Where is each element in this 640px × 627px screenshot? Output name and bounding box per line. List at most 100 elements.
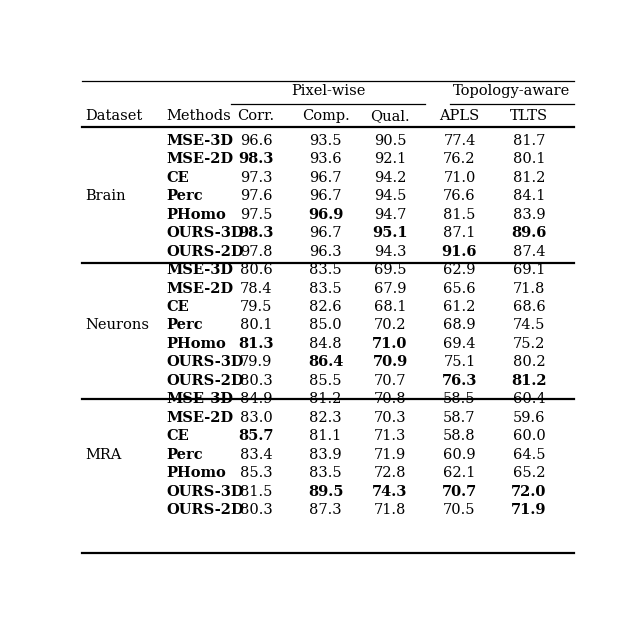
Text: 87.4: 87.4 [513, 245, 545, 258]
Text: 91.6: 91.6 [442, 245, 477, 258]
Text: MRA: MRA [85, 448, 122, 462]
Text: 81.2: 81.2 [513, 171, 545, 184]
Text: 71.9: 71.9 [374, 448, 406, 462]
Text: Brain: Brain [85, 189, 125, 203]
Text: 81.2: 81.2 [309, 393, 342, 406]
Text: 97.6: 97.6 [240, 189, 273, 203]
Text: OURS-2D: OURS-2D [167, 374, 244, 388]
Text: 80.2: 80.2 [513, 356, 545, 369]
Text: 87.1: 87.1 [444, 226, 476, 240]
Text: 71.9: 71.9 [511, 503, 547, 517]
Text: 85.0: 85.0 [309, 319, 342, 332]
Text: MSE-2D: MSE-2D [167, 411, 234, 425]
Text: 83.9: 83.9 [513, 208, 545, 221]
Text: 60.9: 60.9 [443, 448, 476, 462]
Text: 83.5: 83.5 [309, 466, 342, 480]
Text: 97.5: 97.5 [240, 208, 272, 221]
Text: 69.4: 69.4 [443, 337, 476, 351]
Text: 84.8: 84.8 [309, 337, 342, 351]
Text: 94.5: 94.5 [374, 189, 406, 203]
Text: 96.7: 96.7 [309, 226, 342, 240]
Text: Comp.: Comp. [301, 109, 349, 123]
Text: 94.7: 94.7 [374, 208, 406, 221]
Text: 76.2: 76.2 [443, 152, 476, 166]
Text: 85.7: 85.7 [238, 429, 274, 443]
Text: 70.3: 70.3 [374, 411, 406, 425]
Text: 93.6: 93.6 [309, 152, 342, 166]
Text: 80.1: 80.1 [240, 319, 273, 332]
Text: MSE-3D: MSE-3D [167, 263, 234, 277]
Text: 71.8: 71.8 [513, 282, 545, 295]
Text: 70.2: 70.2 [374, 319, 406, 332]
Text: 83.0: 83.0 [240, 411, 273, 425]
Text: 85.5: 85.5 [309, 374, 342, 388]
Text: 87.3: 87.3 [309, 503, 342, 517]
Text: 81.1: 81.1 [309, 429, 342, 443]
Text: 61.2: 61.2 [444, 300, 476, 314]
Text: 71.8: 71.8 [374, 503, 406, 517]
Text: 84.1: 84.1 [513, 189, 545, 203]
Text: OURS-3D: OURS-3D [167, 485, 244, 499]
Text: Neurons: Neurons [85, 319, 149, 332]
Text: OURS-2D: OURS-2D [167, 503, 244, 517]
Text: 86.4: 86.4 [308, 356, 343, 369]
Text: 81.5: 81.5 [444, 208, 476, 221]
Text: 58.5: 58.5 [443, 393, 476, 406]
Text: 81.3: 81.3 [238, 337, 274, 351]
Text: 81.2: 81.2 [511, 374, 547, 388]
Text: 58.8: 58.8 [443, 429, 476, 443]
Text: 69.5: 69.5 [374, 263, 406, 277]
Text: 94.3: 94.3 [374, 245, 406, 258]
Text: MSE-3D: MSE-3D [167, 393, 234, 406]
Text: Qual.: Qual. [370, 109, 410, 123]
Text: 82.3: 82.3 [309, 411, 342, 425]
Text: 80.3: 80.3 [240, 503, 273, 517]
Text: 95.1: 95.1 [372, 226, 408, 240]
Text: 98.3: 98.3 [238, 152, 274, 166]
Text: 93.5: 93.5 [309, 134, 342, 148]
Text: 70.7: 70.7 [374, 374, 406, 388]
Text: Corr.: Corr. [237, 109, 275, 123]
Text: 83.5: 83.5 [309, 263, 342, 277]
Text: Perc: Perc [167, 319, 204, 332]
Text: PHomo: PHomo [167, 337, 227, 351]
Text: OURS-3D: OURS-3D [167, 356, 244, 369]
Text: 94.2: 94.2 [374, 171, 406, 184]
Text: 85.3: 85.3 [240, 466, 273, 480]
Text: 71.0: 71.0 [444, 171, 476, 184]
Text: 71.3: 71.3 [374, 429, 406, 443]
Text: 80.3: 80.3 [240, 374, 273, 388]
Text: 96.3: 96.3 [309, 245, 342, 258]
Text: 78.4: 78.4 [240, 282, 273, 295]
Text: 80.6: 80.6 [240, 263, 273, 277]
Text: 74.3: 74.3 [372, 485, 408, 499]
Text: 96.6: 96.6 [240, 134, 273, 148]
Text: 89.5: 89.5 [308, 485, 343, 499]
Text: Topology-aware: Topology-aware [453, 85, 570, 98]
Text: 65.2: 65.2 [513, 466, 545, 480]
Text: 69.1: 69.1 [513, 263, 545, 277]
Text: 71.0: 71.0 [372, 337, 408, 351]
Text: 90.5: 90.5 [374, 134, 406, 148]
Text: 83.9: 83.9 [309, 448, 342, 462]
Text: 97.8: 97.8 [240, 245, 273, 258]
Text: 70.9: 70.9 [372, 356, 408, 369]
Text: 68.6: 68.6 [513, 300, 545, 314]
Text: 79.5: 79.5 [240, 300, 272, 314]
Text: 60.0: 60.0 [513, 429, 545, 443]
Text: 68.9: 68.9 [443, 319, 476, 332]
Text: 64.5: 64.5 [513, 448, 545, 462]
Text: 75.2: 75.2 [513, 337, 545, 351]
Text: 62.1: 62.1 [444, 466, 476, 480]
Text: Pixel-wise: Pixel-wise [291, 85, 365, 98]
Text: Methods: Methods [167, 109, 232, 123]
Text: 79.9: 79.9 [240, 356, 272, 369]
Text: 70.7: 70.7 [442, 485, 477, 499]
Text: MSE-3D: MSE-3D [167, 134, 234, 148]
Text: 72.8: 72.8 [374, 466, 406, 480]
Text: 89.6: 89.6 [511, 226, 547, 240]
Text: 58.7: 58.7 [443, 411, 476, 425]
Text: 67.9: 67.9 [374, 282, 406, 295]
Text: 77.4: 77.4 [444, 134, 476, 148]
Text: CE: CE [167, 429, 189, 443]
